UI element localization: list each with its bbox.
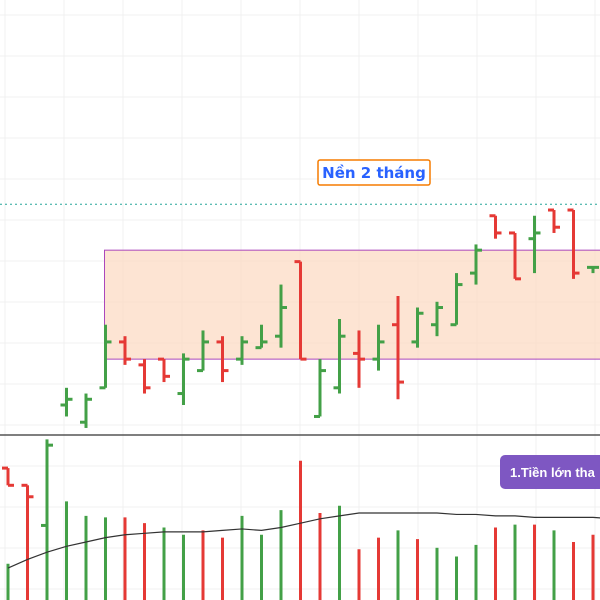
price-bars (2, 208, 599, 532)
annotation-label-text: Nền 2 tháng (322, 163, 426, 182)
indicator-badge-label[interactable]: 1.Tiền lớn tha (510, 465, 596, 480)
volume-moving-average (7, 512, 600, 569)
annotation-label-box (317, 159, 431, 186)
volume-bars (6, 460, 595, 600)
indicator-badge[interactable]: 1.Tiền lớn tha (500, 455, 600, 489)
indicator-badge-box[interactable] (500, 455, 600, 489)
consolidation-box (104, 249, 600, 360)
annotation-label: Nền 2 tháng (317, 159, 431, 186)
